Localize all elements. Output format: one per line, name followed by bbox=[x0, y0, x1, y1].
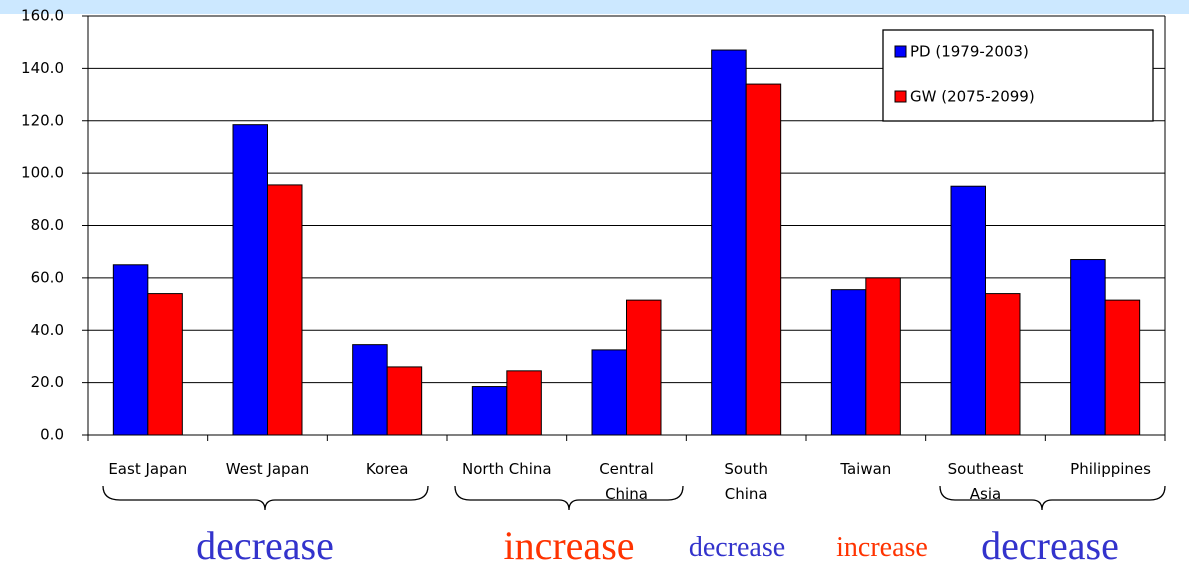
bar bbox=[471, 386, 508, 436]
y-tick-label: 100.0 bbox=[21, 164, 64, 182]
x-tick-label: East Japan bbox=[108, 460, 188, 478]
y-tick-label: 0.0 bbox=[40, 426, 64, 444]
annotation: increase bbox=[503, 523, 635, 566]
top-band bbox=[0, 0, 1189, 14]
legend-swatch bbox=[894, 45, 907, 58]
annotation: decrease bbox=[688, 532, 786, 563]
annotation: decrease bbox=[196, 523, 334, 566]
y-tick-label: 60.0 bbox=[31, 268, 64, 286]
bar bbox=[711, 49, 747, 436]
braces bbox=[102, 485, 1166, 511]
brace bbox=[939, 485, 1166, 511]
bar bbox=[386, 366, 423, 436]
y-tick-label: 120.0 bbox=[21, 111, 64, 129]
y-tick-label: 80.0 bbox=[31, 216, 64, 234]
legend-swatch bbox=[894, 90, 907, 103]
x-tick-label: Taiwan bbox=[840, 460, 892, 478]
y-tick-label: 40.0 bbox=[31, 321, 64, 339]
bar bbox=[506, 370, 542, 436]
bar bbox=[985, 293, 1021, 436]
y-tick-label: 160.0 bbox=[21, 7, 64, 25]
x-tick-label: West Japan bbox=[225, 460, 310, 478]
bar bbox=[352, 344, 388, 436]
annotation: increase bbox=[836, 532, 928, 563]
brace bbox=[454, 485, 684, 511]
x-tick-label: Central China bbox=[599, 460, 654, 503]
x-tick-label: Philippines bbox=[1070, 460, 1151, 478]
bar bbox=[267, 184, 303, 436]
x-tick-label: Southeast Asia bbox=[947, 460, 1024, 503]
y-tick-label: 20.0 bbox=[31, 373, 64, 391]
y-tick-label: 140.0 bbox=[21, 59, 64, 77]
bar bbox=[147, 293, 183, 436]
bar bbox=[626, 299, 662, 436]
legend-label: GW (2075-2099) bbox=[910, 88, 1035, 106]
x-tick-label: South China bbox=[724, 460, 768, 503]
brace bbox=[102, 485, 429, 511]
x-tick-label: North China bbox=[462, 460, 552, 478]
bar bbox=[1104, 299, 1141, 436]
bar bbox=[865, 277, 901, 436]
bar bbox=[1070, 259, 1106, 436]
bar bbox=[232, 124, 268, 436]
bar bbox=[112, 264, 149, 436]
bar bbox=[830, 289, 867, 436]
bar bbox=[591, 349, 627, 436]
bar bbox=[745, 83, 782, 436]
legend-label: PD (1979-2003) bbox=[910, 43, 1029, 61]
annotation: decrease bbox=[981, 523, 1119, 566]
bar bbox=[950, 185, 986, 436]
x-tick-label: Korea bbox=[365, 460, 409, 478]
legend-box bbox=[882, 29, 1154, 122]
